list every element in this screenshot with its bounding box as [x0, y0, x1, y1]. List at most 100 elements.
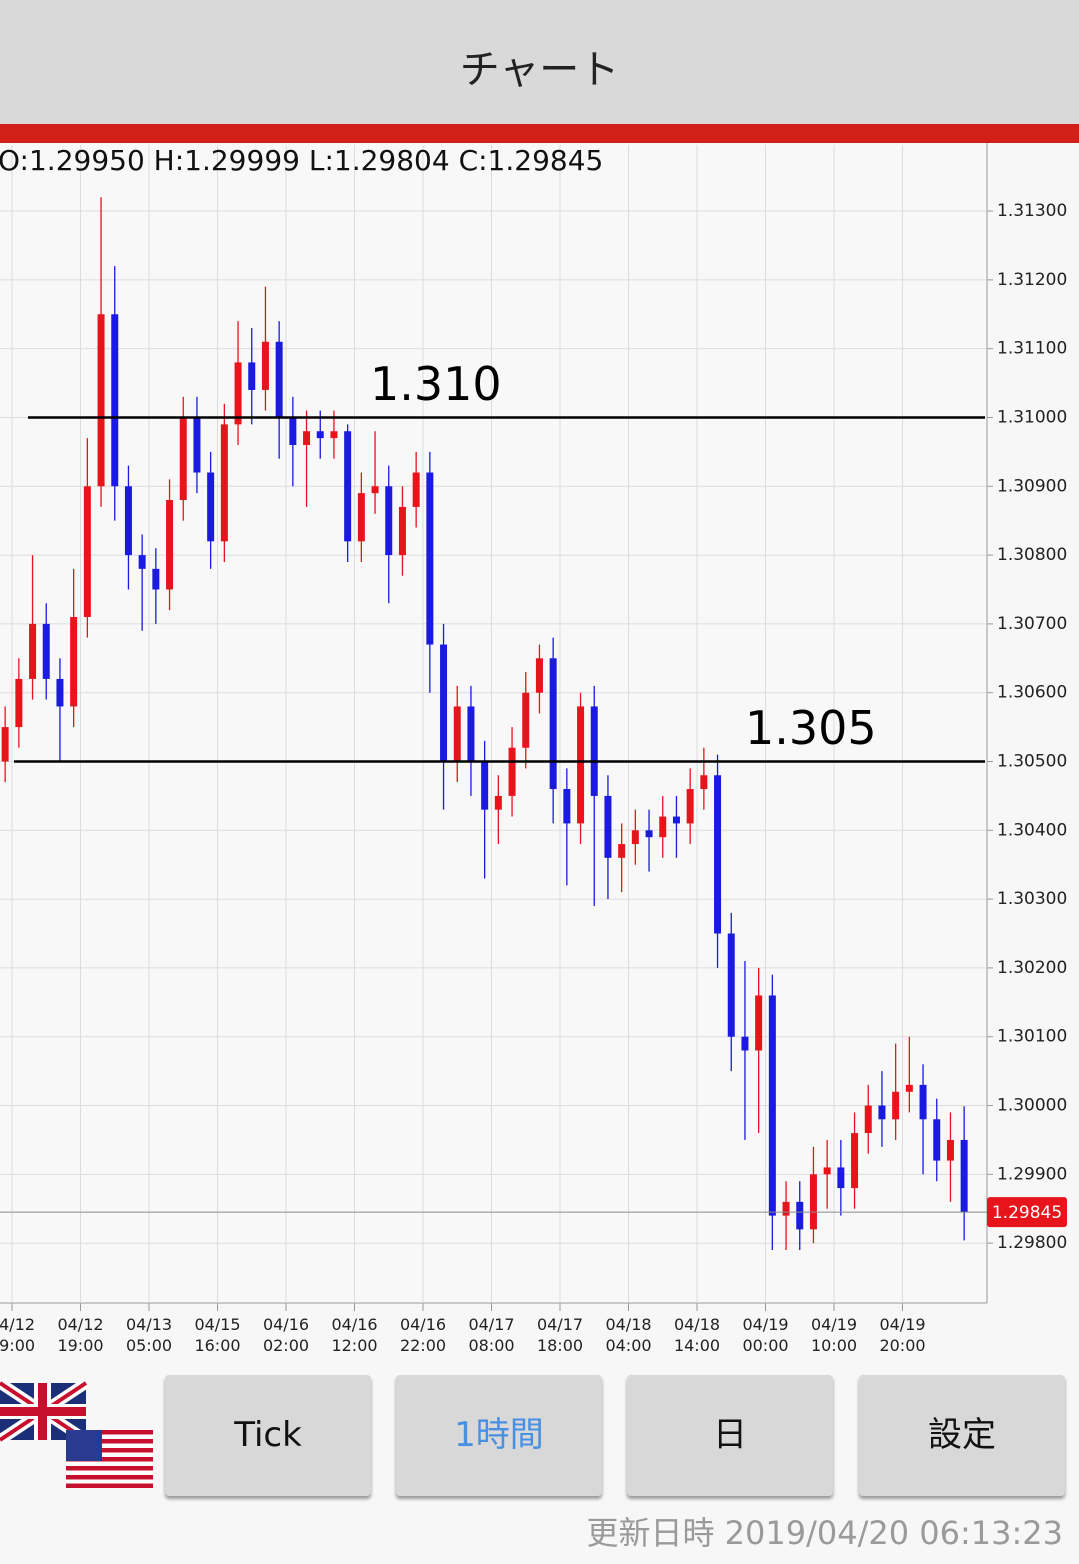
- candle-body: [398, 506, 406, 556]
- x-tick-label: 04/13 05:00: [125, 1315, 173, 1355]
- candle-body: [193, 417, 201, 473]
- y-tick-label: 1.31000: [997, 407, 1067, 427]
- candle-body: [604, 795, 612, 858]
- x-tick-label: 04/17 08:00: [468, 1315, 515, 1355]
- candle-body: [1, 727, 9, 762]
- plot: [0, 145, 987, 1303]
- candle-body: [686, 789, 694, 824]
- candle-body: [672, 816, 680, 824]
- candle-body: [70, 617, 78, 707]
- candle-body: [344, 431, 352, 542]
- candle-body: [179, 417, 187, 501]
- candle-body: [289, 417, 297, 445]
- candle-body: [522, 692, 530, 748]
- y-tick-label: 1.30400: [997, 820, 1067, 840]
- candle-body: [892, 1091, 900, 1120]
- candle-body: [412, 472, 420, 507]
- x-tick-label: 04/17 18:00: [536, 1315, 584, 1355]
- candle-body: [371, 486, 379, 494]
- candle-body: [960, 1139, 968, 1213]
- y-tick-label: 1.29900: [997, 1164, 1067, 1184]
- candle-body: [494, 795, 502, 810]
- candle-body: [138, 555, 146, 569]
- candle-body: [782, 1201, 790, 1216]
- candle-body: [768, 995, 776, 1216]
- x-tick-label: 04/16 22:00: [399, 1315, 447, 1355]
- candle-body: [714, 775, 722, 934]
- candle-body: [809, 1174, 817, 1230]
- y-tick-label: 1.30100: [997, 1027, 1067, 1047]
- candle-body: [905, 1084, 913, 1092]
- candle-body: [631, 830, 639, 845]
- candle-body: [316, 431, 324, 439]
- us-flag: [66, 1430, 153, 1488]
- x-tick-label: 04/16 12:00: [331, 1315, 378, 1355]
- candle-body: [563, 789, 571, 824]
- candle-body: [357, 493, 365, 542]
- candle-body: [152, 568, 160, 590]
- x-tick-label: 04/18 04:00: [605, 1315, 652, 1355]
- candle-body: [56, 678, 64, 707]
- candle-body: [15, 678, 23, 728]
- candle-body: [755, 995, 763, 1051]
- ohlc-info: O:1.29950 H:1.29999 L:1.29804 C:1.29845: [0, 144, 604, 177]
- y-tick-label: 1.30900: [997, 476, 1067, 496]
- candle-body: [220, 424, 228, 542]
- y-tick-label: 1.30200: [997, 958, 1067, 978]
- y-tick-label: 1.30600: [997, 683, 1067, 703]
- candle-body: [330, 431, 338, 439]
- candle-body: [508, 747, 516, 796]
- candle-body: [535, 658, 543, 693]
- x-tick-label: 04/18 14:00: [673, 1315, 721, 1355]
- plot-area: [0, 143, 987, 1303]
- y-tick-label: 1.30500: [997, 751, 1067, 771]
- y-tick-label: 1.31100: [997, 339, 1067, 359]
- candle-body: [261, 341, 269, 390]
- y-tick-label: 1.29800: [997, 1233, 1067, 1253]
- candle-body: [248, 362, 256, 390]
- uk-flag: [0, 1378, 90, 1445]
- x-tick-label: 04/19 20:00: [879, 1315, 926, 1355]
- y-tick-label: 1.31300: [997, 201, 1067, 221]
- x-tick-label: 04/12 19:00: [57, 1315, 104, 1355]
- last-price-label: 1.29845: [992, 1203, 1062, 1223]
- candle-body: [946, 1139, 954, 1161]
- candle-body: [590, 706, 598, 796]
- candle-body: [440, 644, 448, 762]
- last-price-tag: [987, 1197, 1067, 1228]
- candle-body: [700, 775, 708, 790]
- x-tick-label: 04/16 02:00: [262, 1315, 310, 1355]
- candle-body: [577, 706, 585, 824]
- candle-body: [453, 706, 461, 762]
- candle-body: [919, 1084, 927, 1120]
- candle-body: [864, 1105, 872, 1134]
- x-tick-label: 04/19 10:00: [810, 1315, 858, 1355]
- candle-body: [741, 1036, 749, 1051]
- header-accent: [0, 124, 1079, 143]
- tab-button[interactable]: Tick: [165, 1375, 371, 1496]
- candle-body: [275, 341, 283, 418]
- candle-body: [645, 830, 653, 838]
- candle-body: [851, 1133, 859, 1189]
- tab-button[interactable]: 1時間: [396, 1375, 602, 1496]
- y-tick-label: 1.30800: [997, 545, 1067, 565]
- tab-button[interactable]: 設定: [859, 1375, 1065, 1496]
- candle-body: [467, 706, 475, 762]
- candle-body: [166, 500, 174, 590]
- tab-button[interactable]: 日: [627, 1375, 833, 1496]
- y-tick-label: 1.30700: [997, 614, 1067, 634]
- x-tick-label: 04/12 09:00: [0, 1315, 36, 1355]
- candle-body: [303, 431, 311, 445]
- candle-body: [111, 314, 119, 487]
- candle-body: [426, 472, 434, 645]
- candle-body: [727, 933, 735, 1037]
- candle-body: [385, 486, 393, 556]
- y-tick-label: 1.30300: [997, 889, 1067, 909]
- header-title: チャート: [0, 0, 1079, 124]
- candle-body: [83, 486, 91, 618]
- candle-body: [837, 1167, 845, 1189]
- candle-body: [124, 486, 132, 556]
- candle-body: [97, 314, 105, 487]
- candle-body: [42, 623, 50, 679]
